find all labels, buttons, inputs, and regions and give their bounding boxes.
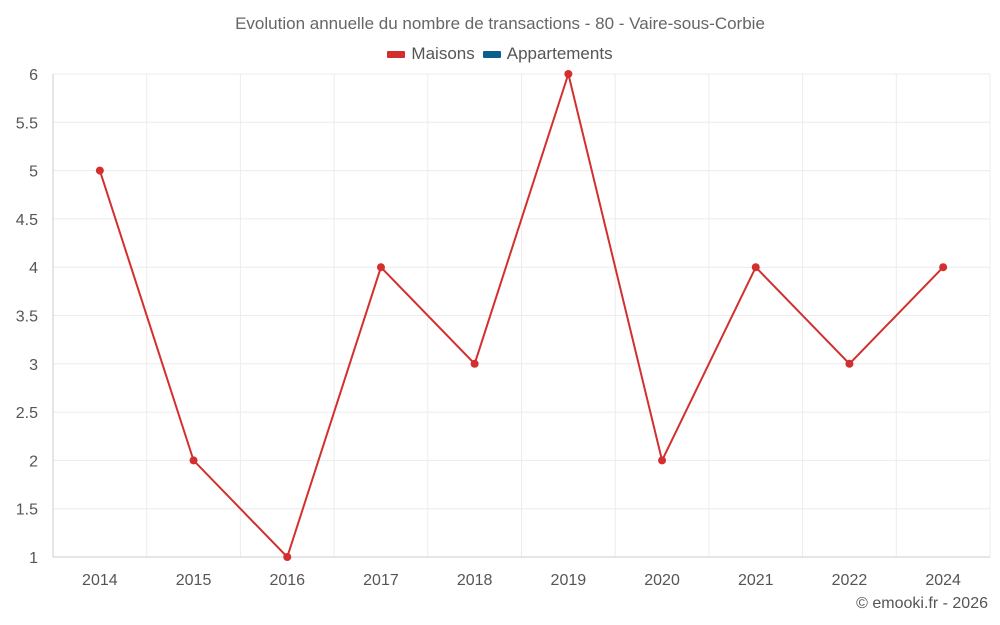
data-point (189, 456, 198, 465)
series-line-maisons (98, 70, 944, 559)
legend-swatch-appartements (482, 50, 501, 58)
x-tick-label: 2016 (269, 572, 305, 589)
x-tick-label: 2021 (738, 572, 774, 589)
x-tick-label: 2022 (832, 572, 868, 589)
y-tick-label: 2.5 (16, 405, 38, 422)
credit-text: © emooki.fr - 2026 (856, 595, 988, 612)
data-point (564, 70, 573, 78)
y-tick-label: 5 (29, 164, 38, 181)
data-point (845, 359, 854, 368)
y-tick-label: 4.5 (16, 212, 38, 229)
chart-legend: Maisons Appartements (0, 44, 1000, 64)
x-tick-label: 2014 (82, 572, 118, 589)
y-tick-label: 1 (29, 550, 38, 567)
x-tick-label: 2019 (551, 572, 587, 589)
legend-item-appartements[interactable]: Appartements (482, 44, 613, 64)
data-point (470, 359, 479, 368)
y-tick-label: 3 (29, 357, 38, 374)
legend-swatch-maisons (387, 50, 406, 58)
chart-title: Evolution annuelle du nombre de transact… (235, 14, 765, 33)
x-tick-label: 2024 (925, 572, 961, 589)
data-point (751, 263, 760, 272)
y-tick-label: 3.5 (16, 309, 38, 326)
data-point (939, 263, 948, 272)
y-tick-label: 1.5 (16, 502, 38, 519)
y-tick-label: 2 (29, 453, 38, 470)
x-tick-label: 2020 (644, 572, 680, 589)
data-point (283, 553, 292, 561)
legend-item-maisons[interactable]: Maisons (387, 44, 475, 64)
y-tick-label: 6 (29, 67, 38, 84)
legend-label-maisons: Maisons (411, 44, 475, 63)
y-tick-label: 5.5 (16, 115, 38, 132)
data-point (376, 263, 385, 272)
x-tick-label: 2018 (457, 572, 493, 589)
data-point (95, 166, 104, 175)
data-point (658, 456, 667, 465)
y-tick-label: 4 (29, 260, 38, 277)
legend-label-appartements: Appartements (506, 44, 613, 63)
x-tick-label: 2015 (176, 572, 212, 589)
x-tick-label: 2017 (363, 572, 399, 589)
